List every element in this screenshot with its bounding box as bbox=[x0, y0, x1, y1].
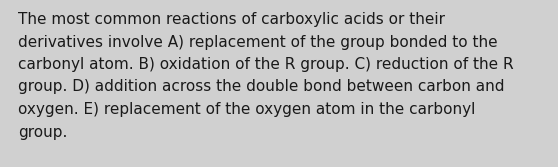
Text: group.: group. bbox=[18, 125, 68, 139]
Text: oxygen. E) replacement of the oxygen atom in the carbonyl: oxygen. E) replacement of the oxygen ato… bbox=[18, 102, 475, 117]
Text: The most common reactions of carboxylic acids or their: The most common reactions of carboxylic … bbox=[18, 12, 445, 27]
Text: carbonyl atom. B) oxidation of the R group. C) reduction of the R: carbonyl atom. B) oxidation of the R gro… bbox=[18, 57, 513, 72]
Text: derivatives involve A) replacement of the group bonded to the: derivatives involve A) replacement of th… bbox=[18, 35, 498, 49]
Text: group. D) addition across the double bond between carbon and: group. D) addition across the double bon… bbox=[18, 79, 504, 95]
